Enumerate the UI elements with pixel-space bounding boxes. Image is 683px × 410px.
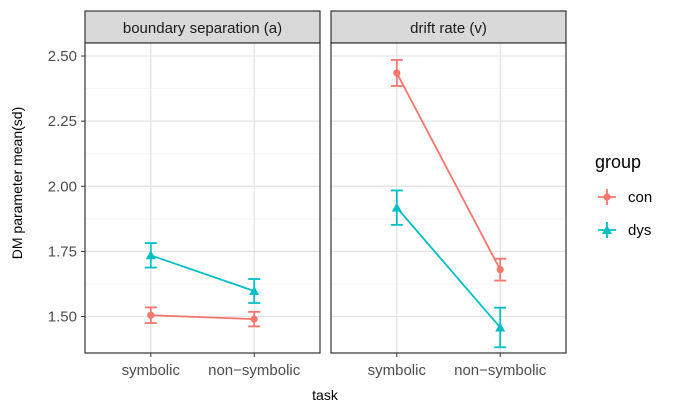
series-con: [390, 59, 507, 282]
facet-strip-label: boundary separation (a): [123, 20, 282, 37]
grid-lines: [331, 43, 566, 353]
legend: group con dys: [595, 152, 652, 239]
legend-key-triangle: [602, 225, 612, 234]
panel-border: [330, 42, 567, 354]
series-line-dys: [396, 207, 501, 329]
y-tick-label: 1.50: [48, 309, 77, 326]
legend-key-circle: [603, 193, 611, 201]
data-point-triangle: [495, 322, 506, 332]
series-con: [144, 306, 261, 328]
x-axis: symbolic non−symbolic symbolic non−symbolic: [122, 353, 547, 379]
legend-items: con dys: [598, 189, 652, 239]
facet-strip-2: [330, 10, 567, 44]
facet-panels: boundary separation (a) drift rate (v): [84, 10, 567, 354]
x-axis-title: task: [312, 387, 339, 403]
x-tick-label: non−symbolic: [454, 362, 547, 379]
y-axis: 1.50 1.75 2.00 2.25 2.50: [48, 48, 85, 326]
data-point-triangle: [145, 250, 156, 260]
y-axis-title: DM parameter mean(sd): [9, 107, 25, 260]
data-point-circle: [147, 311, 155, 319]
y-tick-label: 2.50: [48, 48, 77, 65]
x-tick-label: non−symbolic: [208, 362, 301, 379]
y-tick-label: 1.75: [48, 243, 77, 260]
series-line-con: [150, 314, 255, 321]
data-point-circle: [250, 315, 258, 323]
facet-panel-1: boundary separation (a): [84, 10, 321, 354]
legend-item-dys: dys: [598, 222, 651, 239]
legend-item-con: con: [598, 189, 652, 206]
grid-lines: [85, 43, 320, 353]
panel-border: [84, 42, 321, 354]
y-tick-label: 2.25: [48, 113, 77, 130]
series-dys: [390, 189, 507, 349]
panel-background: [85, 43, 320, 353]
facet-panel-2: drift rate (v): [330, 10, 567, 354]
series-dys: [144, 242, 261, 304]
x-tick-label: symbolic: [368, 362, 427, 379]
data-point-circle: [496, 266, 504, 274]
x-tick-label: symbolic: [122, 362, 181, 379]
legend-label: dys: [628, 222, 651, 239]
series-line-con: [396, 72, 501, 271]
legend-label: con: [628, 189, 652, 206]
series-line-dys: [150, 254, 255, 292]
legend-title: group: [595, 152, 641, 172]
data-point-circle: [393, 69, 401, 77]
data-point-triangle: [391, 202, 402, 212]
facet-strip-label: drift rate (v): [410, 20, 487, 37]
facet-strip-1: [84, 10, 321, 44]
panel-background: [331, 43, 566, 353]
y-tick-label: 2.00: [48, 178, 77, 195]
data-point-triangle: [249, 286, 260, 295]
